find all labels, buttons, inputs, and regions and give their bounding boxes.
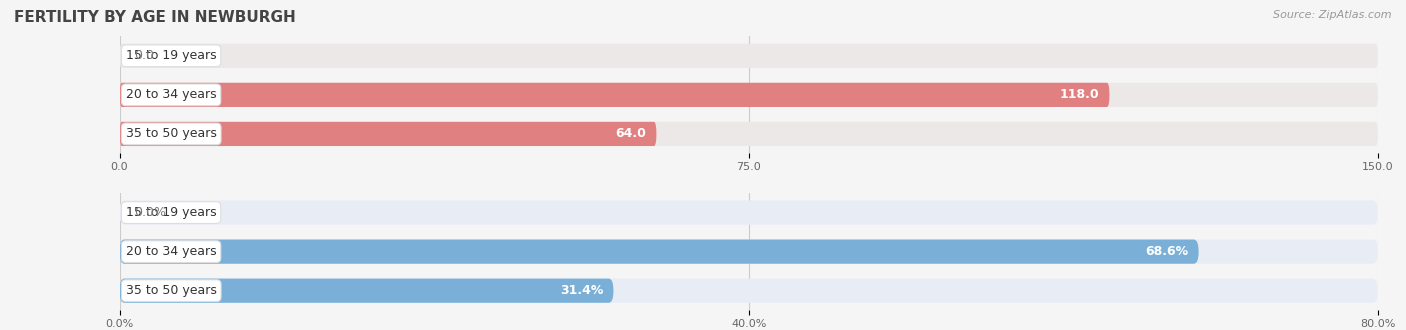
FancyBboxPatch shape [120,279,1378,303]
Text: 68.6%: 68.6% [1146,245,1188,258]
Text: 20 to 34 years: 20 to 34 years [125,245,217,258]
FancyBboxPatch shape [120,200,1378,225]
FancyBboxPatch shape [120,279,613,303]
Text: 20 to 34 years: 20 to 34 years [125,88,217,101]
FancyBboxPatch shape [120,44,1378,68]
FancyBboxPatch shape [120,240,1198,264]
FancyBboxPatch shape [120,122,1378,146]
Text: Source: ZipAtlas.com: Source: ZipAtlas.com [1274,10,1392,20]
Text: 15 to 19 years: 15 to 19 years [125,49,217,62]
Text: 0.0: 0.0 [135,49,155,62]
Text: FERTILITY BY AGE IN NEWBURGH: FERTILITY BY AGE IN NEWBURGH [14,10,295,25]
Text: 0.0%: 0.0% [135,206,166,219]
FancyBboxPatch shape [120,122,657,146]
Text: 64.0: 64.0 [616,127,647,141]
Text: 35 to 50 years: 35 to 50 years [125,284,217,297]
Text: 15 to 19 years: 15 to 19 years [125,206,217,219]
FancyBboxPatch shape [120,240,1378,264]
FancyBboxPatch shape [120,83,1109,107]
Text: 31.4%: 31.4% [560,284,603,297]
Text: 118.0: 118.0 [1060,88,1099,101]
Text: 35 to 50 years: 35 to 50 years [125,127,217,141]
FancyBboxPatch shape [120,83,1378,107]
